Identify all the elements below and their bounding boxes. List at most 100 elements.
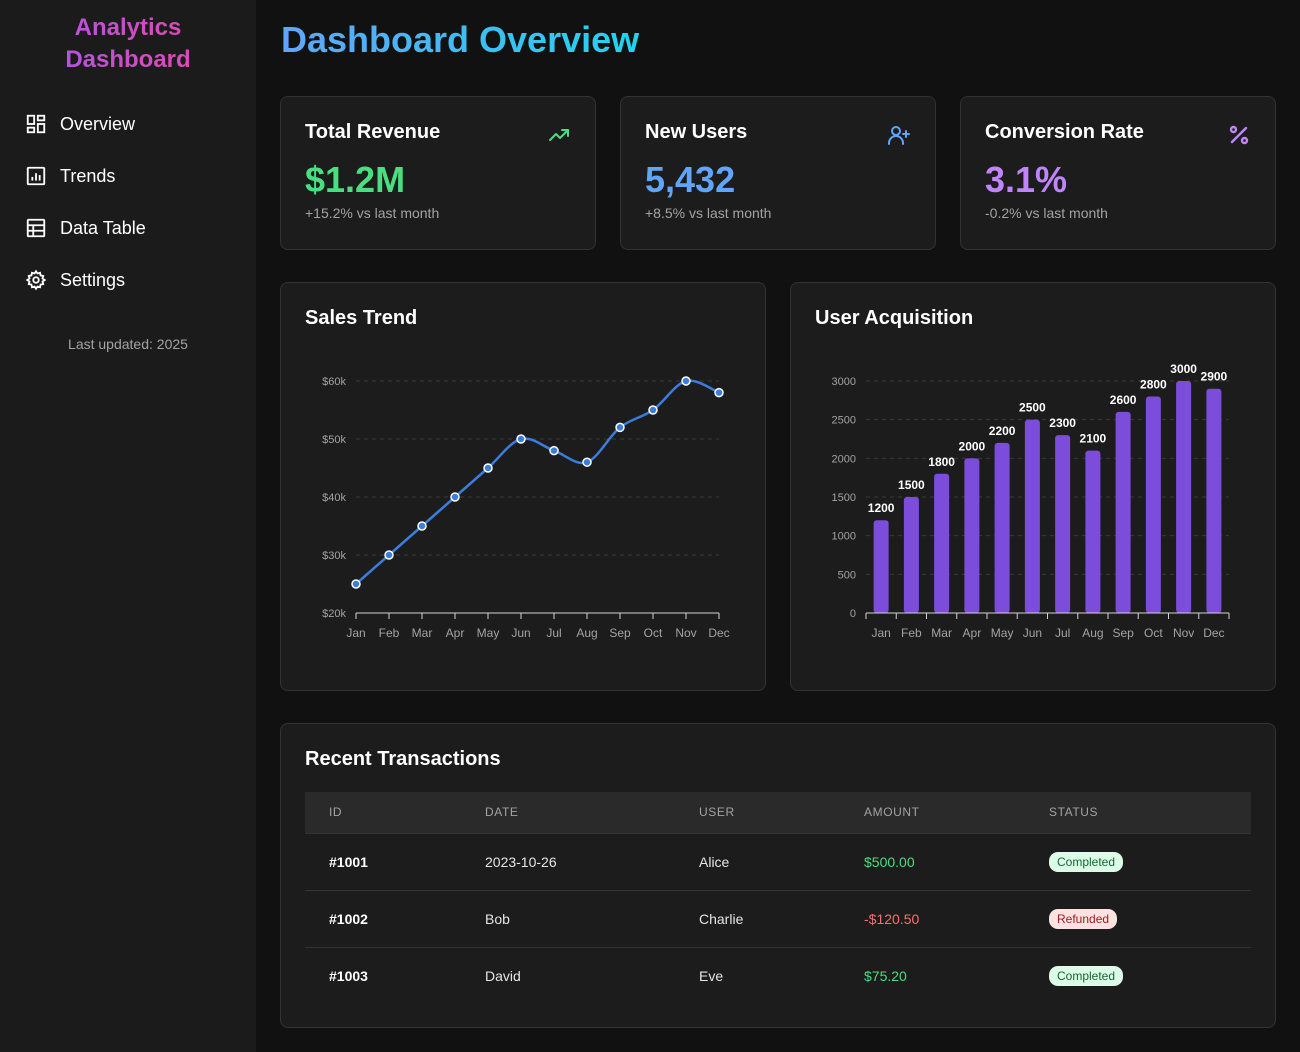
sidebar-item-data-table[interactable]: Data Table [0,202,256,254]
main-content: Dashboard Overview Total Revenue $1.2M +… [256,0,1300,1052]
table-row[interactable]: #1002 Bob Charlie -$120.50 Refunded [305,890,1251,947]
cell-id: #1003 [329,967,368,984]
data-point [516,434,526,444]
cell-user: Eve [699,967,724,984]
kpi-change: +8.5% vs last month [645,205,772,221]
status-badge: Refunded [1049,908,1118,929]
table-row[interactable]: #1001 2023-10-26 Alice $500.00 Completed [305,833,1251,890]
kpi-card-users: New Users 5,432 +8.5% vs last month [620,96,936,250]
column-header-status: STATUS [1049,805,1099,820]
cell-amount: $75.20 [864,967,907,984]
cell-user: Charlie [699,910,744,927]
data-label: 2200 [989,424,1016,438]
data-label: 2100 [1080,432,1107,446]
cell-id: #1001 [329,853,368,870]
table-row[interactable]: #1003 David Eve $75.20 Completed [305,947,1251,1004]
x-tick-label: Jan [871,626,890,640]
bar [1145,396,1161,613]
table-header-row: ID DATE USER AMOUNT STATUS [305,792,1251,833]
sidebar-item-label: Trends [60,165,116,186]
sidebar-item-trends[interactable]: Trends [0,150,256,202]
x-tick-label: Apr [446,626,465,640]
data-label: 2800 [1140,377,1167,391]
kpi-title: New Users [645,121,748,143]
kpi-card-conversion: Conversion Rate 3.1% -0.2% vs last month [960,96,1276,250]
column-header-user: USER [699,805,735,820]
data-point [483,463,493,473]
data-label: 2300 [1049,416,1076,430]
x-tick-label: Dec [708,626,729,640]
y-tick-label: 2500 [832,415,856,427]
bar [1206,388,1222,613]
bar [873,520,889,613]
x-tick-label: Nov [1173,626,1194,640]
transactions-card: Recent Transactions ID DATE USER AMOUNT … [280,723,1276,1028]
y-tick-label: $40k [322,492,346,504]
sidebar-item-settings[interactable]: Settings [0,254,256,306]
sidebar-nav: Overview Trends Data Table Settings [0,98,256,306]
bar [903,497,919,613]
bar [1115,411,1131,613]
y-tick-label: $50k [322,434,346,446]
sidebar-item-overview[interactable]: Overview [0,98,256,150]
status-badge: Completed [1049,851,1124,872]
x-tick-label: Nov [675,626,696,640]
kpi-value: 5,432 [645,159,736,200]
x-tick-label: Mar [931,626,952,640]
data-point [384,550,394,560]
bar [964,458,980,613]
user-acquisition-chart: 0500100015002000250030001200150018002000… [832,362,1230,640]
cell-status: Refunded [1025,890,1251,947]
data-point [615,422,625,433]
x-tick-label: Feb [379,626,400,640]
column-header-id: ID [329,805,343,820]
cell-amount: -$120.50 [864,910,920,927]
gear-icon [25,269,47,291]
user-acquisition-card: User Acquisition 0 500 1000 1500 2000 2500 300… [790,282,1276,691]
x-tick-label: Dec [1203,626,1224,640]
data-point [582,457,592,467]
x-tick-label: May [477,626,500,640]
bar [994,442,1010,613]
data-point [681,376,691,386]
x-tick-label: Aug [1082,626,1103,640]
data-point [450,492,460,502]
sidebar: Analytics Dashboard Overview Trends Data… [0,0,256,1052]
y-tick-label: $30k [322,550,346,562]
chart-title: Sales Trend [305,307,418,329]
data-label: 2500 [1019,401,1046,415]
sidebar-item-label: Settings [60,269,126,290]
cell-user: Alice [699,853,730,870]
sales-trend-chart: $20k $30k $40k $50k $60k Jan Feb Mar Apr May Jun Ju… [322,376,730,640]
cell-date: 2023-10-26 [485,853,557,870]
percent-icon [1229,125,1249,145]
data-label: 1500 [898,478,925,492]
data-label: 2600 [1110,393,1137,407]
cell-status: Completed [1025,833,1251,890]
x-tick-label: Jan [346,626,365,640]
table-icon [26,218,46,238]
x-tick-label: May [991,626,1014,640]
status-badge: Completed [1049,965,1124,986]
x-tick-label: Jul [1055,626,1070,640]
x-tick-label: Jun [1023,626,1042,640]
bar [1024,419,1040,613]
x-tick-label: Jul [546,626,561,640]
column-header-date: DATE [485,805,519,820]
cell-status: Completed [1025,947,1251,1004]
kpi-value: $1.2M [305,159,406,200]
trending-up-icon [549,129,569,141]
data-label: 2900 [1201,370,1228,384]
data-point [351,579,361,589]
grid-icon [26,114,46,134]
y-tick-label: $60k [322,376,346,388]
cell-amount: $500.00 [864,853,915,870]
data-point [714,387,724,398]
bar [1055,435,1071,613]
sidebar-item-label: Overview [60,113,136,134]
data-label: 1200 [868,501,895,515]
bar [1085,450,1101,613]
sales-trend-card: Sales Trend $20k $30k $40k $50k $60k Jan Feb Ma… [280,282,766,691]
kpi-change: -0.2% vs last month [985,205,1108,221]
x-tick-label: Oct [1144,626,1163,640]
